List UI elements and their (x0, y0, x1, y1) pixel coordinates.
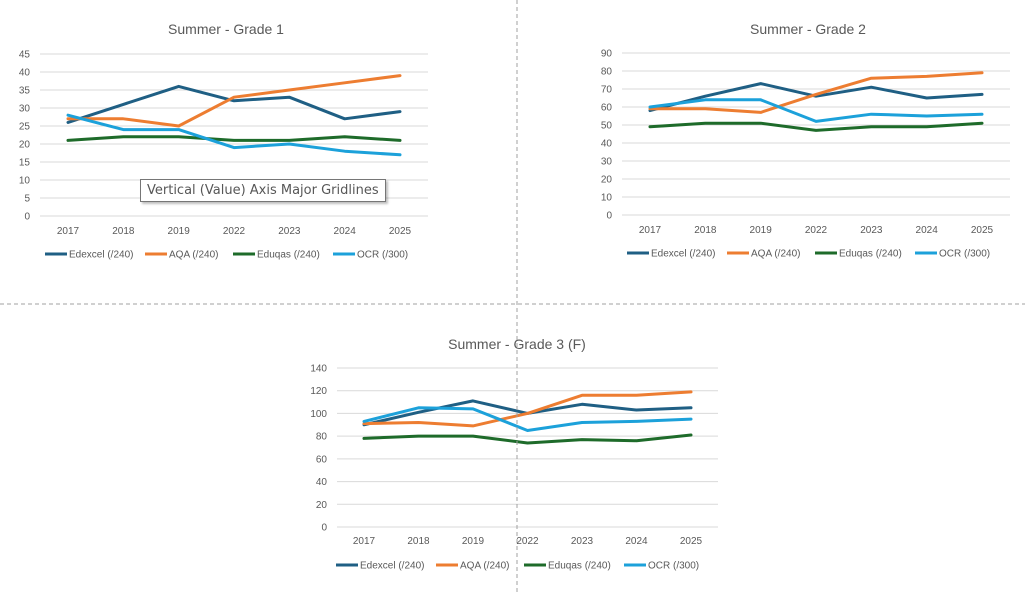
y-tick-label: 60 (601, 103, 613, 114)
y-tick-label: 20 (316, 500, 328, 511)
legend-label-aqa: AQA (/240) (460, 561, 509, 572)
y-tick-label: 40 (316, 477, 328, 488)
y-tick-label: 25 (19, 122, 31, 133)
series-line-eduqas (66, 135, 402, 142)
series-line-eduqas (362, 433, 693, 445)
x-tick-label: 2019 (750, 225, 773, 236)
x-tick-label: 2023 (278, 226, 301, 237)
y-tick-label: 10 (601, 193, 613, 204)
y-tick-label: 140 (310, 364, 327, 375)
legend-label-edexcel: Edexcel (/240) (651, 249, 715, 260)
y-tick-label: 120 (310, 386, 327, 397)
series-line-eduqas (648, 121, 984, 132)
chart-title: Summer - Grade 2 (750, 21, 866, 37)
series-line-aqa (66, 74, 402, 128)
x-tick-label: 2024 (916, 225, 939, 236)
series-line-aqa (362, 390, 693, 428)
y-tick-label: 10 (19, 176, 31, 187)
legend-label-eduqas: Eduqas (/240) (839, 249, 902, 260)
x-tick-label: 2018 (112, 226, 135, 237)
y-tick-label: 0 (606, 211, 612, 222)
x-tick-label: 2019 (168, 226, 191, 237)
series-line-ocr (648, 98, 984, 123)
x-tick-label: 2023 (860, 225, 883, 236)
y-tick-label: 45 (19, 50, 31, 61)
legend-label-aqa: AQA (/240) (751, 249, 800, 260)
x-tick-label: 2025 (680, 536, 703, 547)
chart-title: Summer - Grade 1 (168, 21, 284, 37)
x-tick-label: 2018 (407, 536, 430, 547)
y-tick-label: 40 (19, 68, 31, 79)
legend-label-ocr: OCR (/300) (939, 249, 990, 260)
legend-label-ocr: OCR (/300) (648, 561, 699, 572)
series-line-aqa (648, 71, 984, 114)
x-tick-label: 2025 (389, 226, 412, 237)
chart-grade-2[interactable]: Summer - Grade 2 0 10 20 30 40 50 60 70 80 90 2017 2… (601, 21, 1010, 260)
x-tick-label: 2022 (805, 225, 828, 236)
x-tick-label: 2017 (639, 225, 662, 236)
legend-label-edexcel: Edexcel (/240) (69, 250, 133, 261)
series-line-ocr (66, 113, 402, 157)
x-tick-label: 2025 (971, 225, 994, 236)
gridlines-tooltip: Vertical (Value) Axis Major Gridlines (140, 179, 386, 202)
series-line-ocr (362, 406, 693, 432)
y-tick-label: 0 (321, 523, 327, 534)
series-line-edexcel (648, 82, 984, 113)
y-tick-label: 30 (601, 157, 613, 168)
x-tick-label: 2019 (462, 536, 485, 547)
y-tick-label: 20 (19, 140, 31, 151)
y-tick-label: 20 (601, 175, 613, 186)
x-tick-label: 2017 (57, 226, 80, 237)
y-tick-label: 80 (316, 432, 328, 443)
x-tick-label: 2018 (694, 225, 717, 236)
chart-grade-3-foundation[interactable]: Summer - Grade 3 (F)02040608010012014020… (310, 336, 718, 572)
y-tick-label: 60 (316, 454, 328, 465)
y-tick-label: 70 (601, 85, 613, 96)
y-tick-label: 35 (19, 86, 31, 97)
x-tick-label: 2022 (223, 226, 246, 237)
legend-label-ocr: OCR (/300) (357, 250, 408, 261)
y-tick-label: 50 (601, 121, 613, 132)
legend-label-eduqas: Eduqas (/240) (257, 250, 320, 261)
y-tick-label: 30 (19, 104, 31, 115)
legend-label-edexcel: Edexcel (/240) (360, 561, 424, 572)
series-line-edexcel (66, 84, 402, 124)
y-tick-label: 100 (310, 409, 327, 420)
x-tick-label: 2017 (353, 536, 376, 547)
y-tick-label: 0 (24, 212, 30, 223)
y-tick-label: 15 (19, 158, 31, 169)
legend-label-eduqas: Eduqas (/240) (548, 561, 611, 572)
y-tick-label: 90 (601, 49, 613, 60)
y-tick-label: 40 (601, 139, 613, 150)
legend-label-aqa: AQA (/240) (169, 250, 218, 261)
x-tick-label: 2023 (571, 536, 594, 547)
x-tick-label: 2022 (516, 536, 539, 547)
x-tick-label: 2024 (334, 226, 357, 237)
x-tick-label: 2024 (625, 536, 648, 547)
y-tick-label: 5 (24, 194, 30, 205)
y-tick-label: 80 (601, 67, 613, 78)
